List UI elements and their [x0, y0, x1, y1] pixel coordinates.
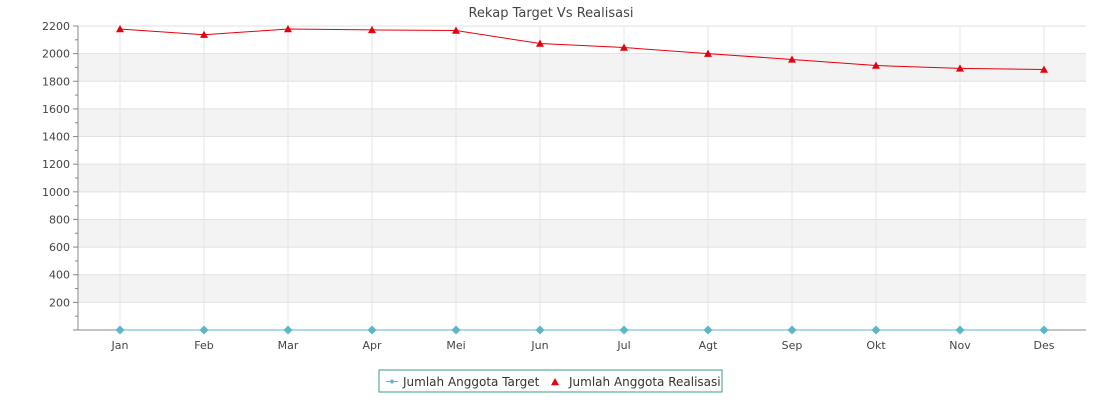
x-tick-label: Jul — [616, 339, 630, 352]
data-point — [368, 25, 376, 34]
y-tick-label: 1600 — [42, 103, 70, 116]
data-point — [787, 325, 797, 335]
data-point — [619, 325, 629, 335]
data-point — [872, 61, 880, 69]
series-1 — [115, 325, 1049, 335]
data-point — [788, 55, 796, 63]
data-point — [703, 325, 713, 335]
data-point — [620, 43, 628, 51]
y-tick-label: 400 — [49, 269, 70, 282]
series-2 — [116, 25, 1048, 73]
data-point — [367, 325, 377, 335]
legend-label: Jumlah Anggota Realisasi — [568, 375, 721, 389]
y-tick-label: 1800 — [42, 75, 70, 88]
x-tick-label: Nov — [949, 339, 971, 352]
data-point — [452, 26, 460, 34]
x-tick-label: Okt — [866, 339, 886, 352]
x-tick-label: Jan — [111, 339, 129, 352]
data-point — [955, 325, 965, 335]
y-tick-label: 800 — [49, 213, 70, 226]
horizontal-gridlines — [78, 25, 1086, 303]
y-tick-label: 1200 — [42, 158, 70, 171]
legend-box — [378, 369, 723, 393]
data-point — [283, 325, 293, 335]
data-point — [200, 30, 208, 38]
y-tick-label: 1000 — [42, 186, 70, 199]
data-point — [1040, 65, 1048, 73]
vertical-gridlines — [119, 26, 1045, 330]
grid-bands — [78, 53, 1086, 303]
data-point — [1039, 325, 1049, 335]
grid-band — [78, 164, 1086, 192]
x-tick-label: Sep — [782, 339, 803, 352]
x-tick-label: Des — [1034, 339, 1055, 352]
data-point — [451, 325, 461, 335]
data-point — [284, 25, 292, 33]
data-point — [704, 49, 712, 57]
data-point — [535, 325, 545, 335]
x-tick-label: Mei — [446, 339, 465, 352]
grid-band — [78, 274, 1086, 303]
data-point — [871, 325, 881, 335]
grid-band — [78, 108, 1086, 137]
legend: Jumlah Anggota Target Jumlah Anggota Real… — [378, 369, 723, 393]
series-line — [119, 28, 1045, 71]
y-tick-label: 2200 — [42, 20, 70, 33]
y-tick-label: 200 — [49, 296, 70, 309]
y-axis-ticks: 200 400 600 800 1000 1200 1400 1600 1800 2000 2200 — [42, 20, 78, 331]
legend-item: Jumlah Anggota Realisasi — [551, 375, 721, 389]
series-layer — [115, 25, 1049, 335]
x-tick-label: Mar — [278, 339, 299, 352]
data-point — [115, 325, 125, 335]
data-point — [116, 25, 124, 33]
x-tick-label: Feb — [194, 339, 213, 352]
x-axis-ticks: Jan Feb Mar Apr Mei Jun Jul Agt Sep Okt Nov Des — [111, 330, 1055, 352]
legend-label: Jumlah Anggota Target — [402, 375, 540, 389]
legend-item: Jumlah Anggota Target — [386, 375, 540, 389]
x-tick-label: Agt — [699, 339, 719, 352]
legend-marker — [389, 379, 395, 384]
x-tick-label: Apr — [362, 339, 382, 352]
chart-title: Rekap Target Vs Realisasi — [468, 6, 633, 21]
data-point — [536, 39, 544, 47]
data-point — [199, 325, 209, 335]
grid-band — [78, 219, 1086, 248]
y-tick-label: 1400 — [42, 131, 70, 144]
y-tick-label: 600 — [49, 241, 70, 254]
y-tick-label: 2000 — [42, 48, 70, 61]
data-point — [956, 64, 964, 72]
x-tick-label: Jun — [530, 339, 548, 352]
legend-marker — [551, 378, 559, 386]
